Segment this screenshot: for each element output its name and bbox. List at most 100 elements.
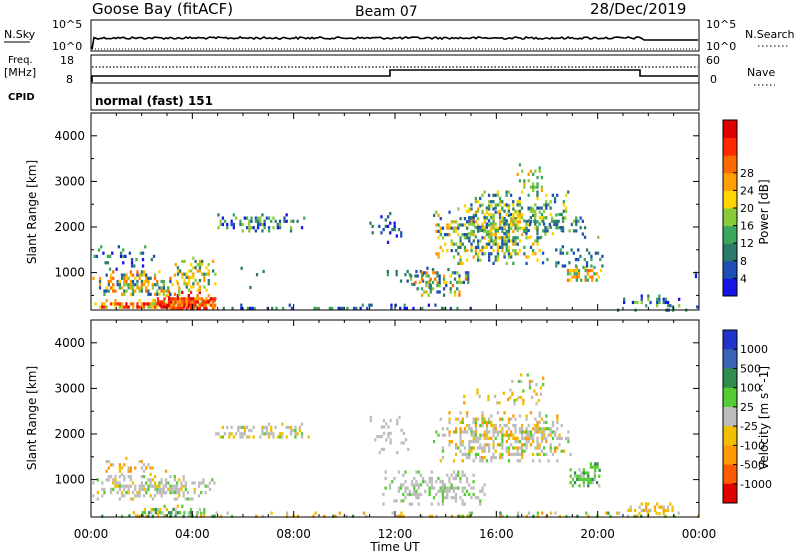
range-gate-cell bbox=[493, 394, 497, 398]
range-gate-cell bbox=[470, 220, 473, 224]
range-gate-cell bbox=[270, 425, 273, 429]
colorbar-tick-label: 12 bbox=[740, 237, 754, 250]
range-gate-cell bbox=[419, 483, 422, 487]
range-gate-cell bbox=[237, 429, 240, 433]
range-gate-cell bbox=[555, 226, 558, 230]
range-gate-cell bbox=[512, 424, 515, 428]
range-gate-cell bbox=[479, 424, 482, 428]
range-gate-cell bbox=[521, 424, 524, 428]
range-gate-cell bbox=[153, 292, 157, 296]
range-gate-cell bbox=[483, 433, 486, 437]
range-gate-cell bbox=[518, 430, 522, 434]
range-gate-cell bbox=[147, 484, 150, 488]
range-gate-cell bbox=[562, 203, 565, 207]
range-gate-cell bbox=[561, 216, 565, 220]
range-gate-cell bbox=[435, 492, 438, 497]
range-gate-cell bbox=[142, 469, 146, 473]
range-gate-cell bbox=[138, 276, 141, 280]
range-gate-cell bbox=[429, 290, 432, 294]
range-gate-cell bbox=[105, 273, 108, 277]
range-gate-cell bbox=[518, 179, 522, 183]
range-gate-cell bbox=[479, 225, 482, 229]
range-gate-cell bbox=[518, 203, 521, 207]
range-gate-cell bbox=[140, 279, 143, 284]
range-gate-cell bbox=[176, 266, 180, 270]
range-gate-cell bbox=[510, 430, 513, 434]
range-gate-cell bbox=[261, 425, 264, 429]
range-gate-cell bbox=[108, 267, 112, 271]
range-gate-cell bbox=[545, 206, 548, 210]
range-gate-cell bbox=[112, 283, 115, 287]
range-gate-cell bbox=[656, 304, 659, 308]
range-gate-cell bbox=[514, 446, 517, 450]
range-gate-cell bbox=[501, 239, 504, 243]
range-gate-cell bbox=[345, 514, 348, 518]
range-gate-cell bbox=[472, 229, 475, 233]
range-gate-cell bbox=[538, 166, 541, 170]
range-gate-cell bbox=[561, 226, 565, 230]
range-gate-cell bbox=[203, 514, 206, 518]
range-gate-cell bbox=[546, 258, 549, 262]
range-gate-cell bbox=[536, 424, 539, 428]
range-gate-cell bbox=[535, 383, 538, 387]
range-gate-cell bbox=[409, 274, 413, 278]
range-gate-cell bbox=[455, 229, 458, 233]
range-gate-cell bbox=[461, 223, 464, 227]
range-gate-cell bbox=[346, 306, 349, 310]
range-gate-cell bbox=[516, 216, 519, 220]
range-gate-cell bbox=[455, 430, 458, 434]
nsearch-label: N.Search bbox=[745, 28, 795, 41]
range-gate-cell bbox=[478, 394, 481, 398]
range-gate-cell bbox=[261, 213, 264, 217]
colorbar-tick-label: -1000 bbox=[740, 478, 772, 491]
range-gate-cell bbox=[239, 432, 242, 436]
range-gate-cell bbox=[461, 452, 464, 456]
range-gate-cell bbox=[468, 511, 471, 515]
range-gate-cell bbox=[584, 471, 588, 475]
range-gate-cell bbox=[525, 255, 528, 259]
range-gate-cell bbox=[518, 249, 522, 253]
range-gate-cell bbox=[463, 204, 467, 208]
range-gate-cell bbox=[477, 245, 480, 249]
range-gate-cell bbox=[450, 514, 454, 518]
range-gate-cell bbox=[151, 484, 154, 488]
range-gate-cell bbox=[538, 222, 541, 226]
range-gate-cell bbox=[488, 239, 491, 243]
range-gate-cell bbox=[393, 224, 396, 228]
range-gate-cell bbox=[158, 487, 161, 491]
range-gate-cell bbox=[272, 226, 275, 230]
range-gate-cell bbox=[545, 440, 548, 444]
range-gate-cell bbox=[417, 502, 420, 506]
range-gate-cell bbox=[496, 193, 499, 197]
range-gate-cell bbox=[536, 228, 539, 233]
range-gate-cell bbox=[485, 216, 488, 220]
range-gate-cell bbox=[445, 280, 448, 284]
range-gate-cell bbox=[474, 245, 478, 249]
range-gate-cell bbox=[655, 511, 658, 515]
range-gate-cell bbox=[129, 469, 132, 473]
range-gate-cell bbox=[98, 279, 102, 284]
range-gate-cell bbox=[171, 484, 174, 488]
range-gate-cell bbox=[245, 226, 249, 230]
range-gate-cell bbox=[226, 222, 229, 227]
range-gate-cell bbox=[192, 303, 195, 307]
range-gate-cell bbox=[214, 282, 217, 286]
range-gate-cell bbox=[114, 302, 117, 306]
range-gate-cell bbox=[255, 514, 258, 518]
range-gate-cell bbox=[532, 252, 535, 256]
range-gate-cell bbox=[505, 219, 508, 223]
range-gate-cell bbox=[125, 273, 128, 277]
range-gate-cell bbox=[173, 273, 176, 277]
range-gate-cell bbox=[459, 449, 462, 453]
range-gate-cell bbox=[529, 220, 533, 224]
range-gate-cell bbox=[389, 419, 392, 423]
range-gate-cell bbox=[595, 272, 598, 276]
range-gate-cell bbox=[490, 212, 493, 217]
range-gate-cell bbox=[382, 502, 385, 506]
range-gate-cell bbox=[161, 511, 164, 515]
range-gate-cell bbox=[566, 269, 570, 273]
range-gate-cell bbox=[289, 432, 293, 436]
range-gate-cell bbox=[408, 273, 411, 277]
range-gate-cell bbox=[576, 514, 579, 518]
range-gate-cell bbox=[208, 487, 212, 491]
